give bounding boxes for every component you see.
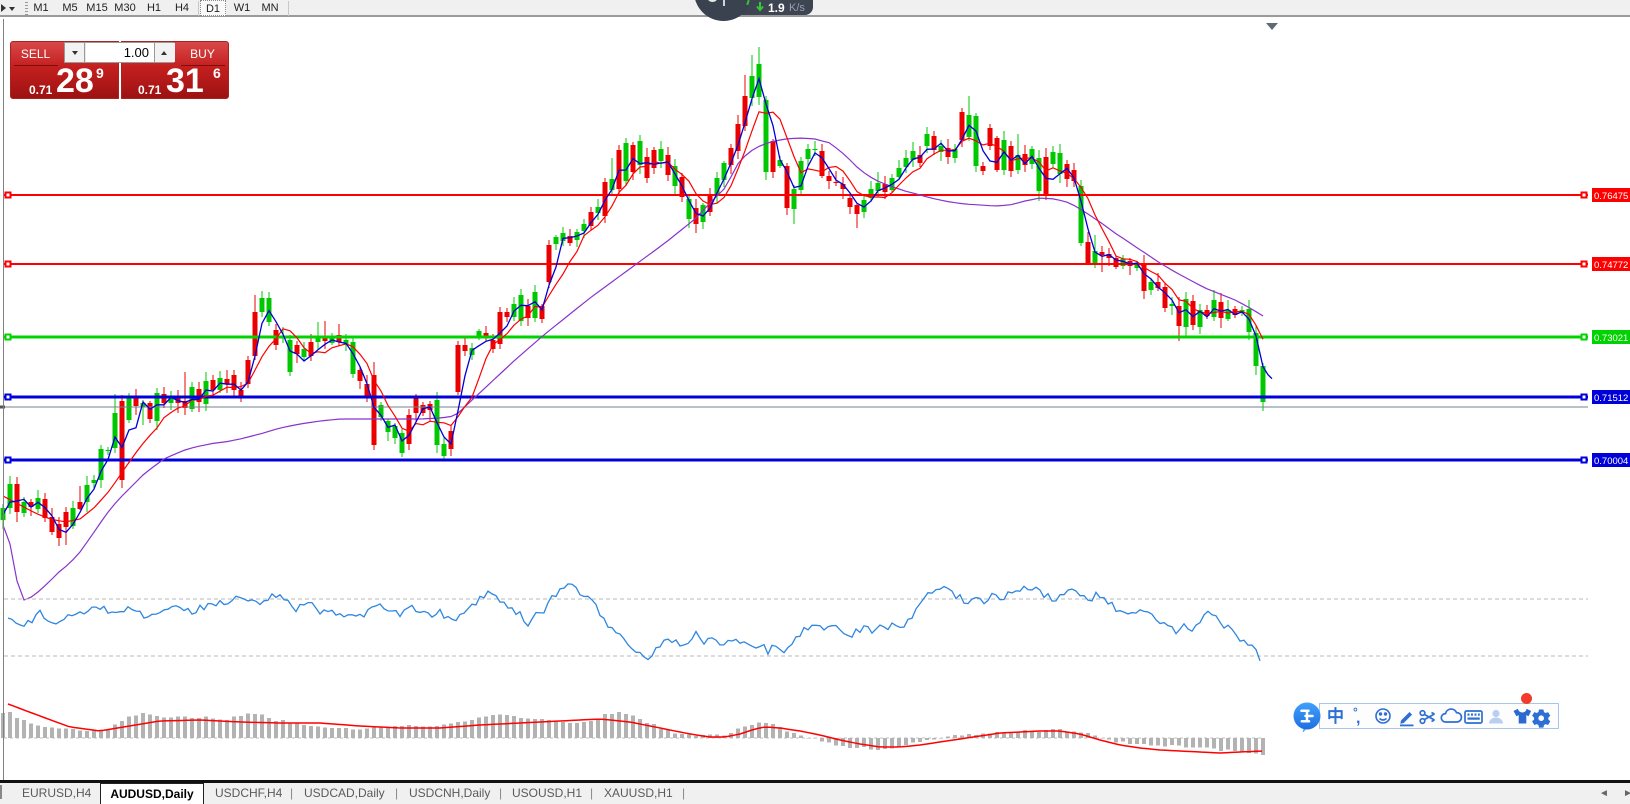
svg-text:,: ,	[1356, 710, 1360, 727]
svg-text:中: 中	[1327, 706, 1344, 726]
svg-text:0.70004: 0.70004	[1594, 456, 1628, 467]
svg-text:0.73021: 0.73021	[1594, 333, 1628, 344]
svg-text:0.71512: 0.71512	[1594, 393, 1628, 404]
svg-text:0.76475: 0.76475	[1594, 191, 1628, 202]
svg-text:°: °	[1353, 705, 1358, 719]
svg-text:0.74772: 0.74772	[1594, 260, 1628, 271]
